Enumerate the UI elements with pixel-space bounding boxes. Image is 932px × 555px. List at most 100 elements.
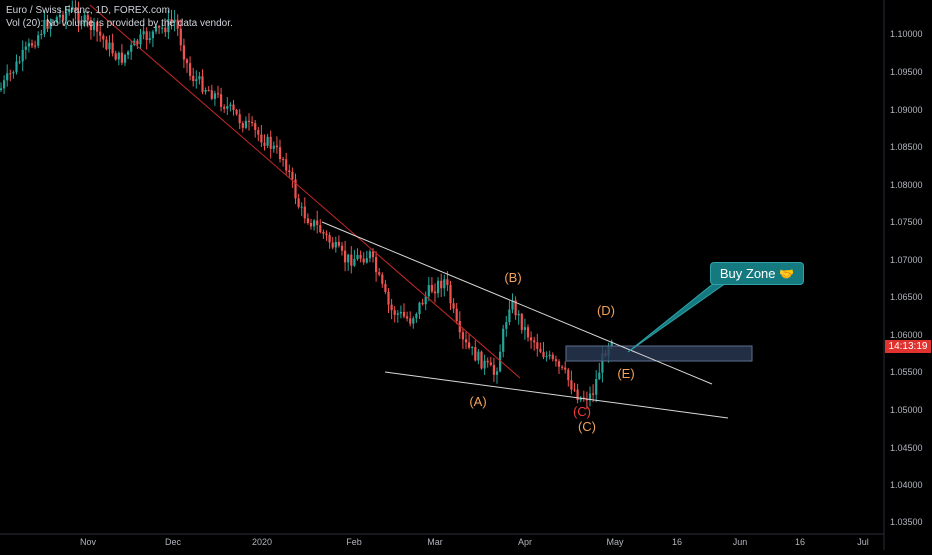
candle-body	[319, 225, 322, 232]
candle-body	[526, 327, 530, 338]
candle-body	[461, 332, 464, 340]
candle-body	[477, 351, 480, 361]
price-tick-label: 1.07500	[890, 217, 923, 227]
candle-body	[244, 120, 247, 128]
candle-body	[489, 362, 492, 366]
candle-body	[523, 327, 526, 330]
candle-body	[350, 254, 353, 266]
time-tick-label: Jun	[733, 537, 748, 547]
candle-body	[570, 380, 573, 390]
candle-body	[471, 347, 474, 349]
candle-body	[21, 49, 24, 62]
candle-body	[579, 397, 582, 401]
candle-body	[468, 342, 471, 348]
candle-body	[52, 21, 55, 24]
candle-body	[297, 198, 300, 207]
candle-body	[440, 280, 443, 289]
candle-body	[278, 147, 282, 160]
candle-body	[340, 245, 344, 251]
candle-body	[486, 360, 489, 363]
candle-body	[89, 20, 92, 31]
candle-body	[303, 206, 306, 219]
candle-body	[68, 9, 71, 13]
candle-body	[176, 19, 179, 29]
candle-body	[356, 254, 359, 260]
candle-body	[213, 93, 216, 99]
candle-body	[551, 354, 554, 360]
candle-body	[266, 136, 269, 146]
candle-body	[499, 351, 502, 372]
candle-body	[285, 159, 288, 171]
candle-body	[226, 106, 229, 109]
buy-zone-rectangle[interactable]	[565, 345, 753, 362]
downtrend-line[interactable]	[89, 4, 521, 379]
candle-body	[148, 38, 151, 40]
time-axis[interactable]: Nov Dec 2020 Feb Mar Apr May 16 Jun 16 Jul	[80, 537, 869, 547]
chart-legend: Euro / Swiss Franc, 1D, FOREX.com Vol (2…	[6, 4, 233, 30]
candle-body	[381, 274, 384, 284]
price-tick-label: 1.08000	[890, 180, 923, 190]
candle-body	[83, 15, 86, 23]
candle-body	[198, 76, 201, 80]
candle-body	[185, 59, 189, 64]
candle-body	[260, 134, 263, 143]
candle-body	[96, 22, 99, 32]
candle-body	[430, 285, 433, 292]
candle-body	[195, 79, 198, 82]
candle-body	[294, 179, 297, 199]
candle-body	[275, 145, 278, 148]
upper-trendline[interactable]	[321, 221, 713, 385]
candle-body	[15, 61, 18, 73]
drawing-layer[interactable]	[89, 4, 753, 419]
candle-body	[120, 52, 123, 63]
candle-body	[173, 19, 176, 23]
candle-body	[142, 31, 145, 35]
candle-body	[235, 110, 238, 115]
candle-body	[325, 233, 328, 236]
candle-body	[387, 291, 390, 305]
lower-trendline[interactable]	[384, 371, 729, 419]
candle-body	[55, 17, 58, 22]
candle-body	[0, 88, 3, 90]
wave-label-c-red: (C)	[573, 404, 591, 419]
time-tick-label: 2020	[252, 537, 272, 547]
time-tick-label: Apr	[518, 537, 532, 547]
price-tick-label: 1.05500	[890, 367, 923, 377]
buy-zone-callout[interactable]: Buy Zone 🤝	[710, 262, 804, 285]
candle-body	[492, 365, 495, 375]
candle-body	[508, 309, 511, 323]
candle-body	[396, 313, 399, 315]
candle-body	[192, 75, 195, 82]
candle-body	[61, 14, 65, 21]
candle-body	[58, 14, 61, 18]
candle-body	[257, 129, 260, 135]
candle-body	[502, 328, 505, 352]
candle-body	[136, 40, 139, 45]
candle-body	[495, 371, 499, 375]
candle-body	[216, 93, 220, 95]
handshake-icon: 🤝	[779, 267, 795, 281]
candle-body	[254, 123, 257, 130]
wave-labels: (A) (B) (C) (C) (D) (E)	[469, 270, 634, 434]
candle-body	[123, 54, 127, 63]
price-axis[interactable]: 1.10000 1.09500 1.09000 1.08500 1.08000 1.075…	[890, 29, 923, 527]
candle-body	[561, 366, 564, 368]
symbol-title[interactable]: Euro / Swiss Franc, 1D, FOREX.com	[6, 5, 170, 16]
time-tick-label: Jul	[857, 537, 869, 547]
wave-label-b: (B)	[504, 270, 521, 285]
candle-body	[9, 73, 12, 75]
candle-body	[201, 76, 204, 92]
callout-text: Buy Zone	[719, 266, 776, 281]
candle-body	[210, 90, 213, 99]
candle-body	[309, 222, 313, 227]
candle-body	[288, 170, 291, 173]
candle-body	[229, 104, 232, 107]
time-tick-label: 16	[672, 537, 682, 547]
candle-body	[371, 251, 375, 258]
candle-body	[545, 356, 548, 358]
candle-body	[182, 45, 185, 60]
candle-body	[170, 19, 173, 23]
candle-body	[238, 114, 241, 124]
